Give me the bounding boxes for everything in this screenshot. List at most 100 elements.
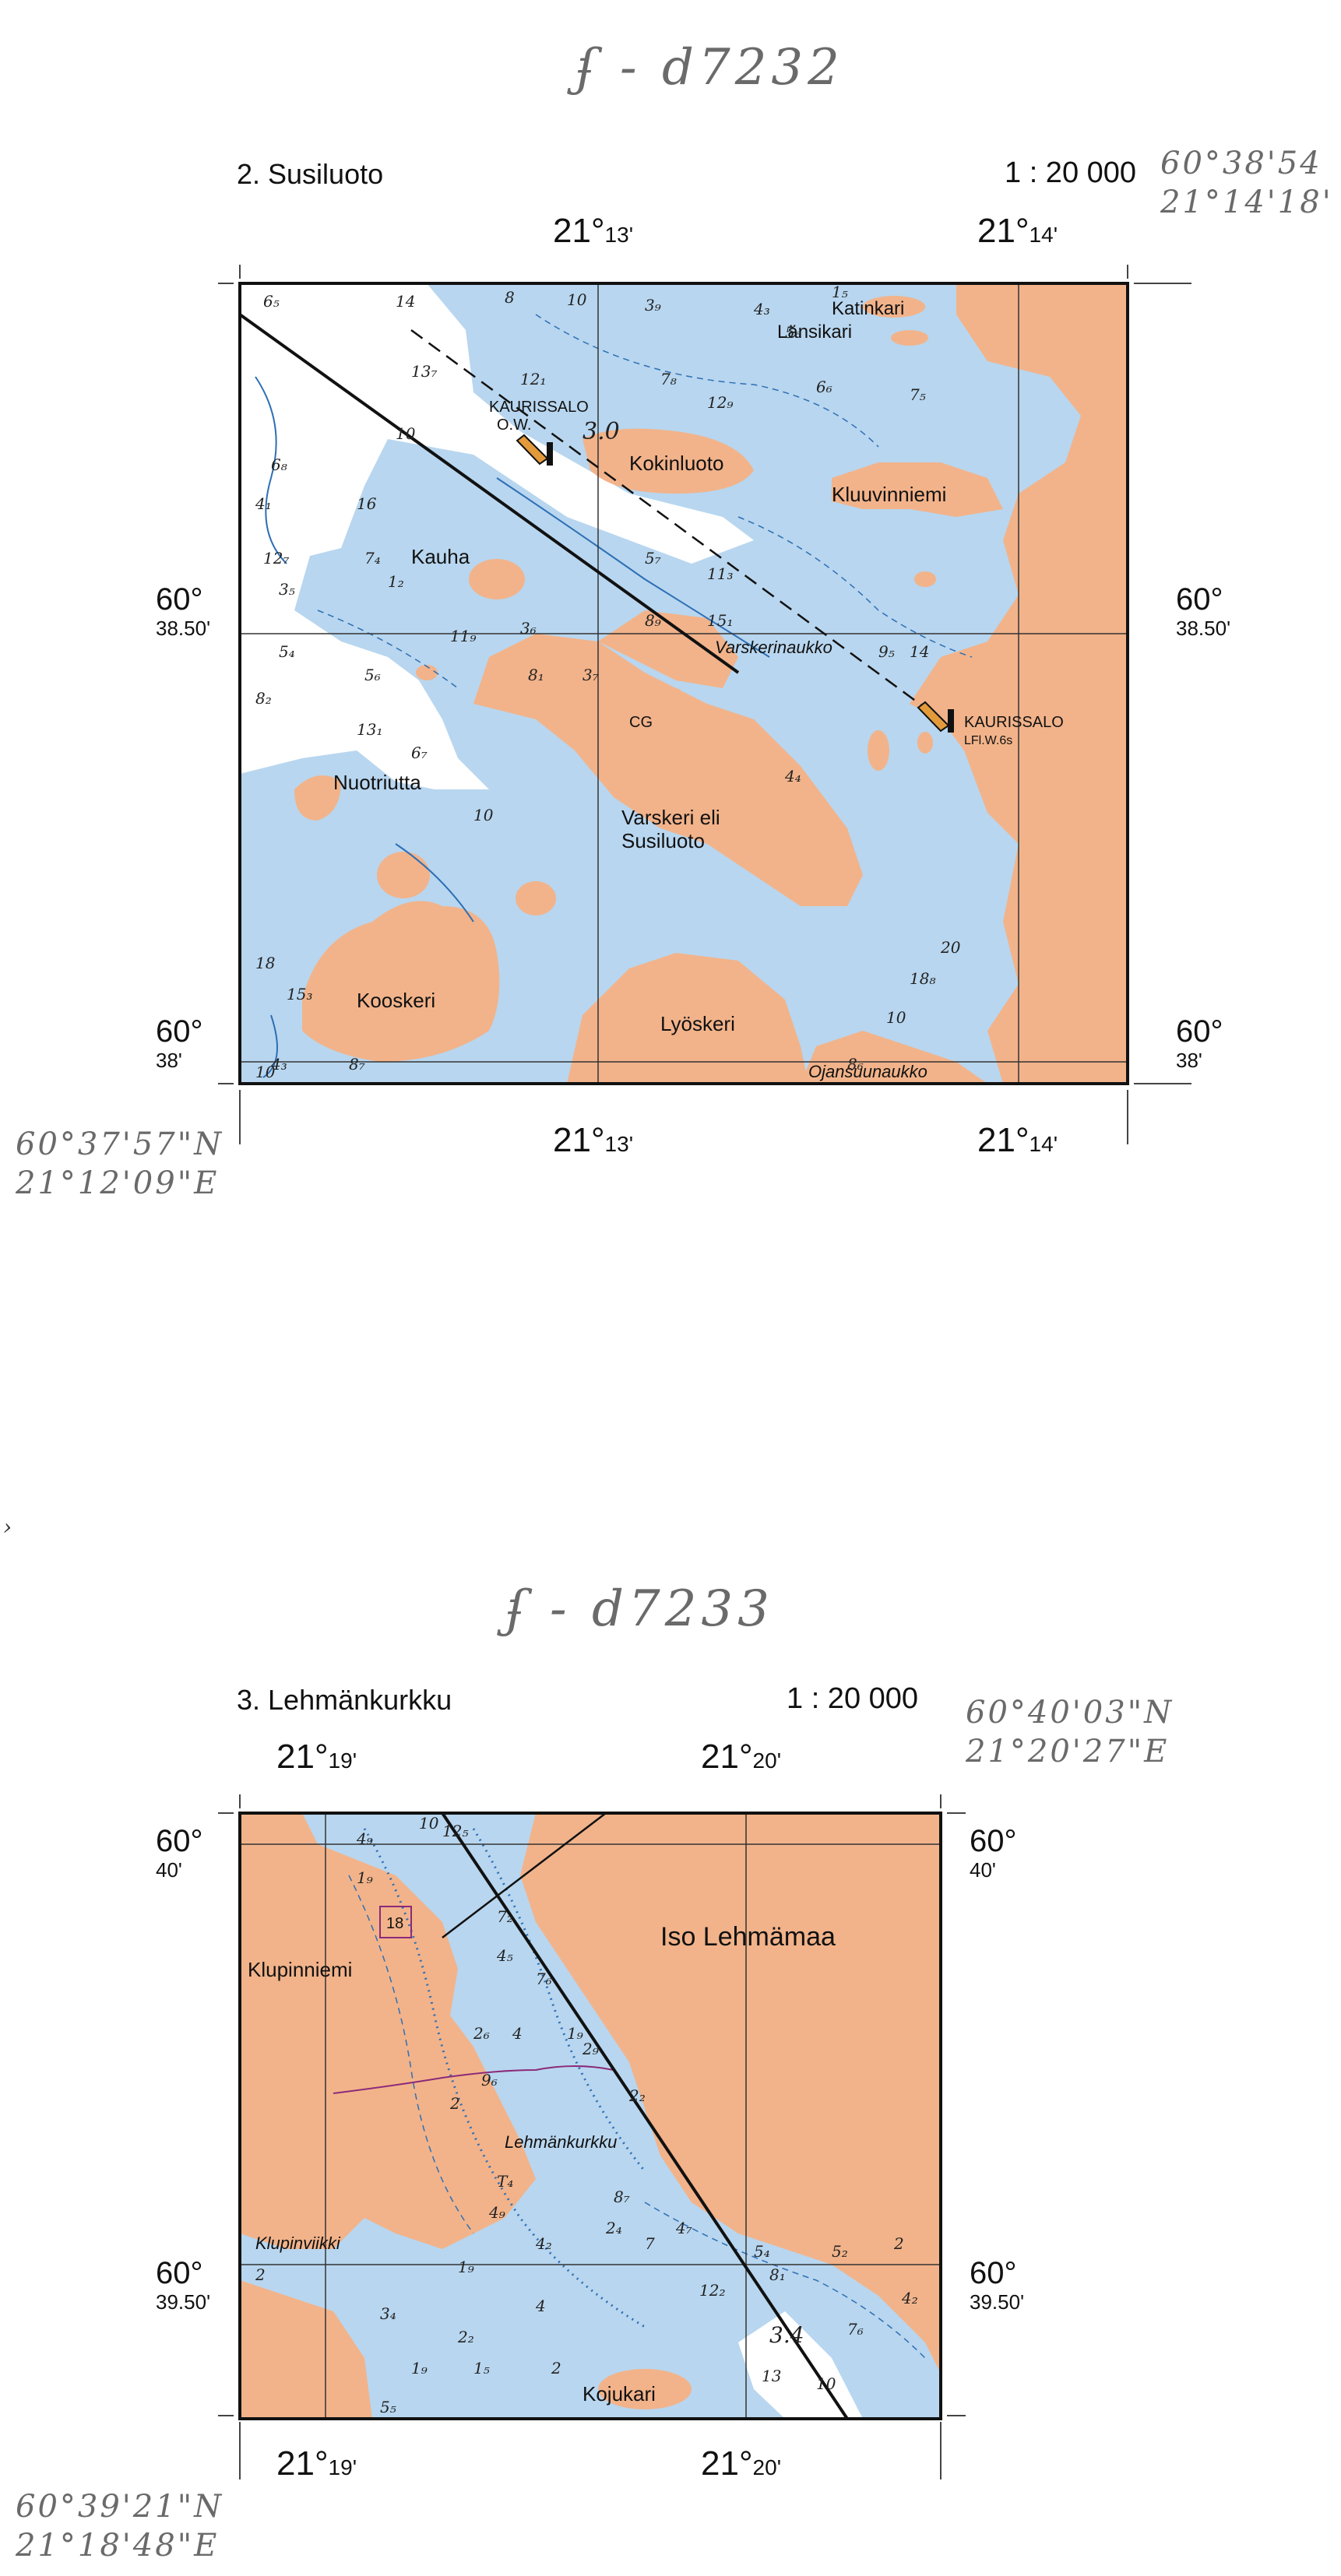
map1-route-line	[238, 313, 740, 674]
map2-depth-sounding: 8₇	[614, 2188, 630, 2206]
map2-depth-sounding: 12₂	[699, 2281, 725, 2300]
map1-dashed-contours	[317, 314, 973, 689]
map1-depth-sounding: 7₄	[364, 549, 381, 568]
map1-land-kluuvinniemi	[832, 462, 1003, 517]
map1-land-small-isle-2	[516, 881, 556, 915]
coord-lon: 21°20'27"E	[966, 1734, 1170, 1769]
map2-chart: 18 Iso Lehmämaa Klupinniemi Lehmänkurkku…	[218, 1794, 966, 2479]
map2-title: 3. Lehmänkurkku	[237, 1684, 452, 1716]
map2-dotted-contours	[363, 1828, 646, 2328]
map1-land-varskeri-north	[598, 610, 738, 688]
map1-depth-sounding: 11₃	[707, 564, 733, 583]
map1-depth-sounding: 13₁	[357, 720, 382, 739]
map1-land-kooskeri	[302, 901, 500, 1062]
map1-depth-sounding: 8₉	[645, 611, 661, 630]
map2-depth-sounding: 1₉	[458, 2258, 474, 2276]
map1-depth-sounding: 9₅	[878, 642, 895, 661]
map1-depth-sounding: 18₈	[910, 969, 935, 988]
map1-place-susiluoto: Susiluoto	[621, 829, 705, 852]
map2-frame-ticks	[218, 1794, 966, 2479]
map1-depth-sounding: 18	[255, 954, 275, 972]
map1-top-label-1: 21°13'	[553, 212, 634, 250]
map2-depth-sounding: 7₆	[536, 1970, 552, 1988]
map2-depth-sounding: 3.4	[769, 2322, 804, 2348]
map2-place-kojukari: Kojukari	[583, 2382, 656, 2406]
map2-marker-label: 18	[386, 1915, 403, 1932]
map1-depth-sounding: 6₇	[411, 743, 428, 762]
map1-place-kluuvinniemi: Kluuvinniemi	[832, 483, 946, 506]
map2-depth-sounding: 1₉	[567, 2024, 583, 2043]
map2-land-east	[520, 1813, 941, 2374]
map1-depth-sounding: 10	[473, 806, 494, 824]
coord-lat: 60°39'21"N	[16, 2489, 224, 2525]
map1-depth-sounding: 4₄	[784, 767, 801, 785]
map1-land-south-east	[801, 1031, 987, 1084]
map1-depth-sounding: 20	[940, 938, 961, 957]
map2-bottom-label-1: 21°19'	[276, 2444, 357, 2483]
map1-bottom-label-1: 21°13'	[553, 1121, 634, 1159]
map2-depth-sounding: 3₄	[380, 2304, 396, 2323]
coord-lat: 60°37'57"N	[16, 1126, 224, 1162]
map1-place-nuotriutta: Nuotriutta	[333, 771, 421, 794]
map1-depth-sounding: 7₅	[910, 385, 926, 404]
map2-land-kojukari	[598, 2369, 692, 2409]
map1-land-varskeri	[473, 634, 863, 906]
map1-depth-sounding: 6₅	[263, 292, 280, 311]
map2-cable-line	[333, 2065, 614, 2094]
map2-place-klupinviikki: Klupinviikki	[255, 2233, 341, 2253]
map2-scale: 1 : 20 000	[787, 1682, 919, 1715]
map2-depth-sounding: 2	[449, 2094, 460, 2113]
map1-deep-channel	[240, 283, 754, 789]
map1-contours	[255, 376, 770, 1078]
map1-land-kokinluoto	[583, 428, 754, 494]
map2-depth-sounding: 1₉	[357, 1868, 373, 1887]
map1-route-dashed	[410, 329, 942, 721]
map1-lighthouse-icon	[516, 434, 954, 733]
map1-place-kokinluoto: Kokinluoto	[629, 452, 723, 475]
coord-lon: 21°12'09"E	[16, 1165, 220, 1201]
map2-depth-sounding: 4₅	[496, 1946, 513, 1965]
bottom-right-coordinate: 60°40'03"N 21°20'27"E	[966, 1693, 1174, 1771]
map1-depth-sounding: 15₁	[707, 611, 733, 630]
map1-scale: 1 : 20 000	[1005, 156, 1137, 189]
map2-depth-sounding: 4	[512, 2024, 523, 2043]
map1-depth-sounding: 5₆	[364, 666, 381, 684]
map2-depth-sounding: 1₅	[473, 2359, 490, 2377]
map2-route-branch	[442, 1812, 607, 1938]
map2-depth-sounding: 5₂	[832, 2242, 848, 2261]
map1-place-light-character: LFl.W.6s	[964, 734, 1012, 747]
map2-depth-sounding: 4₉	[356, 1829, 373, 1848]
map2-depth-sounding: 2₂	[457, 2328, 474, 2346]
map1-place-katinkari: Katinkari	[832, 298, 904, 319]
map2-depth-sounding: 4₂	[535, 2234, 552, 2253]
map1-depth-sounding: 13₇	[411, 362, 437, 381]
map1-depth-sounding: 15₃	[287, 985, 312, 1003]
map2-depth-sounding: 8₁	[769, 2265, 786, 2284]
map1-place-kaurissalo-ow: KAURISSALO	[489, 399, 589, 416]
map2-depth-sounding: 2₂	[628, 2086, 646, 2105]
map2-depth-sounding: 7₆	[847, 2320, 864, 2339]
map1-depth-sounding: 3₉	[645, 296, 661, 315]
map1-frame	[238, 282, 1129, 1085]
map1-place-lyoskeri: Lyöskeri	[660, 1012, 735, 1035]
map1-place-kooskeri: Kooskeri	[357, 989, 435, 1012]
map1-depth-sounding: 4₁	[255, 494, 272, 513]
map2-route-line	[441, 1812, 849, 2420]
map1-depth-sounding: 3₅	[279, 580, 295, 599]
map2-frame	[238, 1812, 942, 2420]
map2-depth-sounding: 4	[535, 2297, 546, 2315]
map1-bottom-label-2: 21°14'	[977, 1121, 1058, 1159]
map1-depth-sounding: 5₄	[279, 642, 295, 661]
map1-depth-sounding: 6₆	[816, 378, 832, 396]
map1-place-lansikari: Länsikari	[777, 322, 852, 343]
map2-depth-sounding: 9₆	[481, 2071, 498, 2089]
map1-depth-sounding: 3.0	[583, 418, 620, 445]
map2-land-klupinviikki	[240, 2280, 372, 2419]
coord-lat: 60°40'03"N	[966, 1695, 1174, 1731]
map1-depth-sounding: 8₂	[255, 689, 272, 708]
map2-depth-sounding: 1₉	[411, 2359, 428, 2377]
map1-depth-sounding: 7₈	[660, 370, 677, 388]
map1-depth-sounding: 6₈	[271, 455, 287, 474]
map1-land-lyoskeri	[567, 953, 808, 1084]
